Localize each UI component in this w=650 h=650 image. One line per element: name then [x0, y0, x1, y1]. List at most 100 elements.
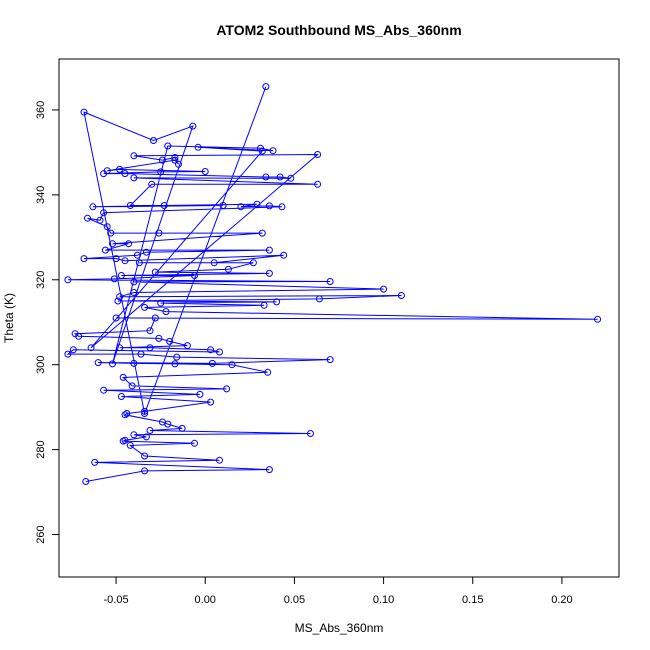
data-point	[273, 298, 281, 306]
data-point	[75, 332, 83, 340]
data-point	[265, 269, 273, 277]
data-point	[314, 180, 322, 188]
data-point	[130, 278, 138, 286]
data-point	[155, 334, 163, 342]
data-point	[191, 272, 198, 279]
data-point	[278, 203, 286, 211]
data-point	[64, 350, 72, 358]
data-point	[307, 430, 314, 437]
data-point	[146, 344, 154, 352]
y-tick-label: 260	[35, 525, 47, 543]
data-point	[100, 209, 108, 217]
x-tick-label: 0.00	[195, 594, 216, 606]
data-point	[148, 180, 156, 188]
data-point	[151, 314, 159, 322]
data-point	[196, 390, 204, 398]
chart-title: ATOM2 Southbound MS_Abs_360nm	[216, 22, 461, 38]
data-point	[191, 439, 198, 447]
data-point	[194, 143, 202, 151]
data-point	[208, 359, 216, 367]
data-point	[130, 431, 138, 439]
data-point	[249, 259, 257, 267]
data-point	[164, 420, 172, 428]
y-tick-label: 300	[35, 356, 47, 374]
data-point	[262, 83, 270, 91]
data-point	[216, 348, 223, 356]
data-point	[103, 223, 111, 231]
data-point	[119, 437, 127, 445]
data-point	[126, 202, 134, 209]
data-point	[94, 359, 102, 367]
data-point	[265, 466, 273, 474]
data-point	[164, 142, 172, 150]
data-point	[121, 170, 129, 178]
data-point	[87, 344, 95, 352]
data-point	[121, 411, 129, 419]
data-point	[117, 393, 125, 400]
data-point	[178, 424, 186, 432]
data-point	[121, 257, 129, 265]
data-point	[64, 276, 72, 284]
data-point	[237, 203, 245, 211]
data-point	[91, 458, 99, 466]
y-tick-label: 280	[35, 440, 47, 458]
data-point	[262, 173, 270, 181]
data-point	[160, 202, 168, 209]
data-point	[280, 251, 288, 259]
data-point	[130, 289, 138, 296]
data-point	[171, 156, 179, 164]
data-point	[110, 275, 118, 283]
data-point	[101, 246, 109, 254]
data-point	[207, 346, 215, 354]
y-tick-label: 320	[35, 271, 47, 289]
data-point	[223, 385, 231, 393]
data-point	[96, 216, 104, 224]
data-point	[260, 301, 268, 309]
series-line	[66, 86, 598, 482]
data-point	[84, 214, 91, 222]
data-point	[137, 350, 145, 358]
data-point	[326, 356, 334, 364]
y-axis-label: Theta (K)	[2, 293, 16, 343]
data-point	[207, 398, 215, 406]
data-point	[258, 229, 266, 237]
data-point	[265, 246, 273, 254]
data-point	[380, 285, 388, 293]
data-point	[166, 337, 174, 345]
data-point	[171, 360, 179, 368]
data-point	[89, 203, 97, 211]
x-axis-label: MS_Abs_360nm	[295, 621, 384, 635]
x-axis: -0.05 0.00 0.05 0.10 0.15 0.20	[104, 576, 573, 606]
data-point	[146, 327, 154, 335]
data-point	[117, 272, 125, 279]
data-point	[258, 147, 266, 155]
data-point	[158, 156, 166, 164]
data-point	[189, 122, 197, 130]
data-point	[112, 314, 120, 322]
data-point	[130, 152, 138, 160]
data-point	[100, 386, 108, 394]
data-point	[141, 303, 149, 311]
data-point	[201, 168, 209, 175]
data-point	[265, 202, 273, 210]
data-point	[123, 410, 131, 417]
x-tick-label: 0.20	[551, 594, 572, 606]
data-point	[326, 278, 334, 285]
data-point	[162, 308, 170, 316]
data-point	[216, 456, 223, 464]
data-point	[80, 255, 88, 263]
data-point	[128, 382, 136, 390]
data-point	[269, 147, 277, 155]
data-point	[126, 441, 134, 449]
data-point	[183, 342, 191, 350]
data-point	[141, 452, 149, 460]
data-point	[80, 108, 88, 116]
data-point	[314, 151, 322, 158]
data-point	[109, 240, 116, 248]
data-point	[114, 297, 122, 305]
data-series	[64, 83, 602, 485]
y-tick-label: 340	[35, 186, 47, 204]
data-point	[173, 353, 181, 361]
data-point	[82, 478, 90, 485]
data-point	[119, 373, 127, 381]
